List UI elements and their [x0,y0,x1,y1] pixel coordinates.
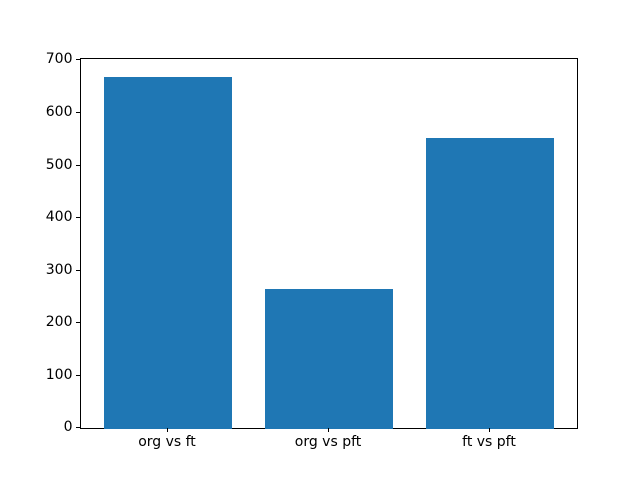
y-tick-label: 300 [45,261,73,278]
x-tick-mark [489,428,490,433]
y-tick-mark [76,374,80,376]
x-tick-mark [167,428,168,433]
plot-area [80,58,578,429]
bar-org-vs-pft [264,289,394,429]
y-tick-label: 0 [63,419,73,436]
bar-org-vs-ft [103,76,233,429]
y-tick-label: 700 [45,51,73,68]
y-tick-mark [76,217,80,219]
y-tick-mark [76,427,80,429]
y-tick-label: 200 [45,314,73,331]
y-tick-label: 500 [45,156,73,173]
x-tick-label: org vs pft [294,434,362,451]
x-tick-label: ft vs pft [462,434,516,451]
y-tick-label: 400 [45,209,73,226]
bar-ft-vs-pft [425,138,555,429]
x-tick-mark [328,428,329,433]
y-tick-label: 600 [45,104,73,120]
y-tick-mark [76,269,80,271]
x-tick-label: org vs ft [138,434,196,451]
y-tick-mark [76,164,80,166]
y-tick-mark [76,322,80,324]
y-tick-mark [76,59,80,61]
y-tick-mark [76,112,80,113]
y-tick-label: 100 [45,366,73,383]
